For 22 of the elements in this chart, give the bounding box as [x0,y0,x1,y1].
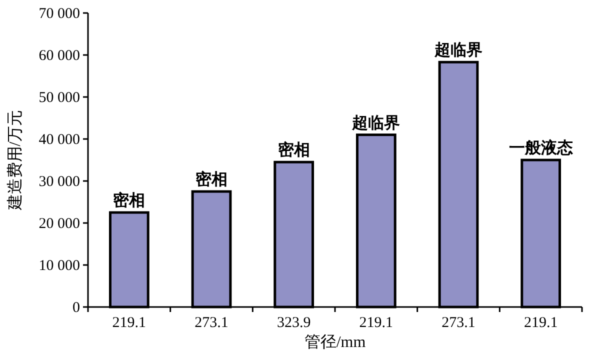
y-axis-title: 建造费用/万元 [6,110,24,212]
y-tick-label: 20 000 [38,216,80,232]
x-tick-label: 219.1 [524,315,558,331]
y-tick-label: 30 000 [38,174,80,190]
x-tick-label: 219.1 [112,315,146,331]
y-tick-label: 70 000 [38,6,80,22]
data-label: 一般液态 [508,139,573,157]
data-label: 超临界 [434,41,482,60]
y-tick-label: 60 000 [38,48,80,64]
data-label: 超临界 [351,114,400,132]
data-label: 密相 [278,141,310,160]
y-tick-label: 10 000 [38,258,80,274]
data-label: 密相 [196,170,228,188]
y-tick-label: 0 [72,300,80,316]
x-tick-label: 323.9 [276,315,311,331]
x-tick-label: 273.1 [442,315,476,331]
data-label: 密相 [113,192,146,210]
x-tick-label: 219.1 [359,315,394,331]
y-tick-label: 50 000 [38,90,80,106]
y-tick-label: 40 000 [38,132,80,148]
x-tick-label: 273.1 [194,315,228,331]
x-axis-title: 管径/mm [304,334,366,351]
